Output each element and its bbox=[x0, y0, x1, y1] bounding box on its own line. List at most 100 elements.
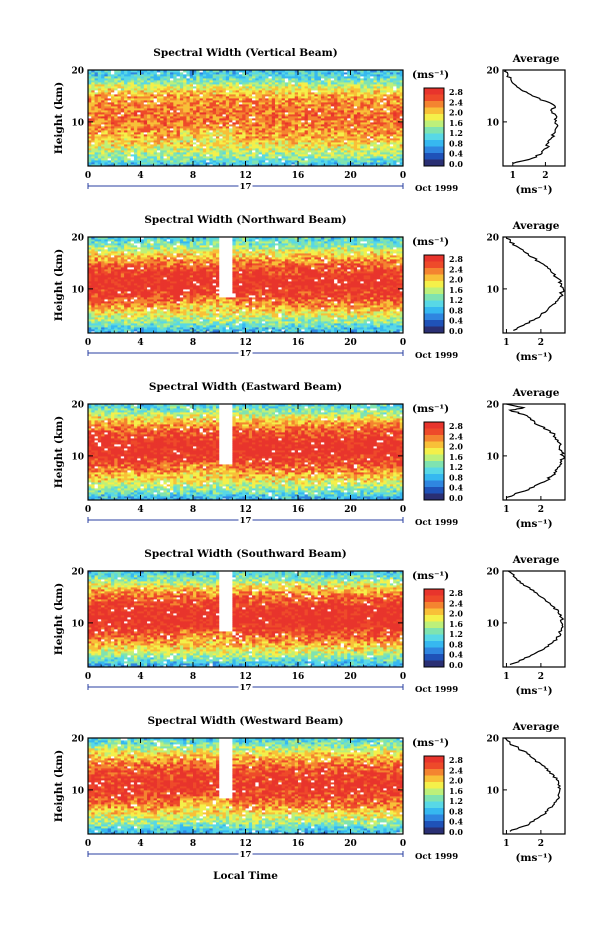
heatmap-cell bbox=[268, 148, 273, 151]
heatmap-cell bbox=[163, 148, 168, 151]
y-axis-label: Height (km) bbox=[53, 82, 65, 154]
heatmap-cell bbox=[343, 136, 348, 139]
heatmap-cell bbox=[222, 134, 227, 137]
heatmap-cell bbox=[153, 150, 158, 153]
heatmap-cell bbox=[242, 154, 246, 157]
heatmap-cell bbox=[393, 136, 397, 139]
heatmap-cell bbox=[373, 142, 378, 145]
heatmap-cell bbox=[330, 156, 335, 159]
heatmap-cell bbox=[150, 148, 155, 151]
heatmap-cell bbox=[343, 132, 348, 135]
heatmap-cell bbox=[383, 146, 387, 149]
heatmap-cell bbox=[94, 150, 99, 153]
heatmap-cell bbox=[281, 162, 286, 165]
heatmap-cell bbox=[334, 160, 338, 163]
heatmap-cell bbox=[330, 134, 335, 137]
heatmap-cell bbox=[229, 132, 233, 135]
heatmap-cell bbox=[222, 160, 227, 163]
heatmap-cell bbox=[163, 160, 168, 163]
heatmap-cell bbox=[133, 156, 138, 159]
heatmap-cell bbox=[268, 158, 273, 161]
heatmap-cell bbox=[281, 160, 286, 163]
heatmap-cell bbox=[360, 136, 365, 139]
heatmap-cell bbox=[225, 134, 230, 137]
heatmap-cell bbox=[311, 154, 315, 157]
heatmap-cell bbox=[229, 162, 233, 165]
heatmap-cell bbox=[314, 146, 319, 149]
heatmap-cell bbox=[294, 134, 299, 137]
heatmap-cell bbox=[268, 146, 273, 149]
heatmap-cell bbox=[314, 158, 319, 161]
heatmap-cell bbox=[399, 132, 404, 135]
avg-y-tick-label: 10 bbox=[486, 118, 499, 128]
heatmap-cell bbox=[140, 140, 145, 143]
heatmap-cell bbox=[281, 144, 286, 147]
heatmap-cell bbox=[179, 160, 184, 163]
heatmap-cell bbox=[101, 138, 105, 141]
heatmap-cell bbox=[363, 142, 368, 145]
heatmap-cell bbox=[140, 158, 145, 161]
heatmap-cell bbox=[186, 158, 191, 161]
heatmap-cell bbox=[156, 136, 161, 139]
heatmap-cell bbox=[219, 146, 223, 149]
heatmap-cell bbox=[258, 158, 263, 161]
heatmap-cell bbox=[275, 136, 279, 139]
heatmap-cell bbox=[97, 162, 102, 165]
heatmap-cell bbox=[117, 156, 122, 159]
heatmap-cell bbox=[143, 146, 148, 149]
heatmap-cell bbox=[314, 140, 319, 143]
heatmap-cell bbox=[91, 154, 95, 157]
heatmap-cell bbox=[137, 134, 141, 137]
heatmap-cell bbox=[238, 154, 243, 157]
heatmap-cell bbox=[196, 156, 200, 159]
heatmap-cell bbox=[261, 132, 266, 135]
heatmap-cell bbox=[196, 144, 200, 147]
heatmap-cell bbox=[242, 138, 246, 141]
heatmap-cell bbox=[173, 146, 177, 149]
heatmap-cell bbox=[366, 146, 371, 149]
heatmap-cell bbox=[238, 142, 243, 145]
heatmap-cell bbox=[252, 162, 256, 165]
heatmap-cell bbox=[153, 140, 158, 143]
heatmap-cell bbox=[399, 142, 404, 145]
heatmap-cell bbox=[340, 152, 345, 155]
heatmap-cell bbox=[399, 154, 404, 157]
heatmap-cell bbox=[248, 144, 253, 147]
heatmap-cell bbox=[258, 154, 263, 157]
heatmap-cell bbox=[193, 130, 197, 133]
heatmap-cell bbox=[183, 164, 187, 167]
heatmap-cell bbox=[140, 136, 145, 139]
heatmap-cell bbox=[252, 132, 256, 135]
heatmap-cell bbox=[268, 138, 273, 141]
heatmap-cell bbox=[183, 162, 187, 165]
heatmap-cell bbox=[278, 132, 282, 135]
heatmap-cell bbox=[258, 164, 263, 167]
heatmap-cell bbox=[307, 156, 312, 159]
heatmap-cell bbox=[235, 138, 240, 141]
heatmap-cell bbox=[380, 144, 384, 147]
heatmap-cell bbox=[193, 158, 197, 161]
heatmap-cell bbox=[202, 130, 207, 133]
heatmap-cell bbox=[353, 142, 358, 145]
heatmap-cell bbox=[140, 164, 145, 167]
heatmap-cell bbox=[176, 156, 181, 159]
heatmap-cell bbox=[307, 160, 312, 163]
heatmap-cell bbox=[252, 134, 256, 137]
heatmap-cell bbox=[245, 136, 250, 139]
heatmap-cell bbox=[265, 138, 269, 141]
heatmap-cell bbox=[206, 132, 210, 135]
heatmap-cell bbox=[166, 130, 171, 133]
heatmap-cell bbox=[153, 158, 158, 161]
heatmap-cell bbox=[366, 148, 371, 151]
heatmap-cell bbox=[215, 146, 220, 149]
heatmap-cell bbox=[255, 154, 260, 157]
heatmap-cell bbox=[137, 152, 141, 155]
heatmap-cell bbox=[275, 154, 279, 157]
heatmap-cell bbox=[298, 146, 302, 149]
heatmap-cell bbox=[170, 134, 174, 137]
heatmap-cell bbox=[176, 148, 181, 151]
heatmap-cell bbox=[380, 164, 384, 167]
heatmap-cell bbox=[294, 154, 299, 157]
heatmap-cell bbox=[229, 154, 233, 157]
heatmap-cell bbox=[324, 146, 328, 149]
